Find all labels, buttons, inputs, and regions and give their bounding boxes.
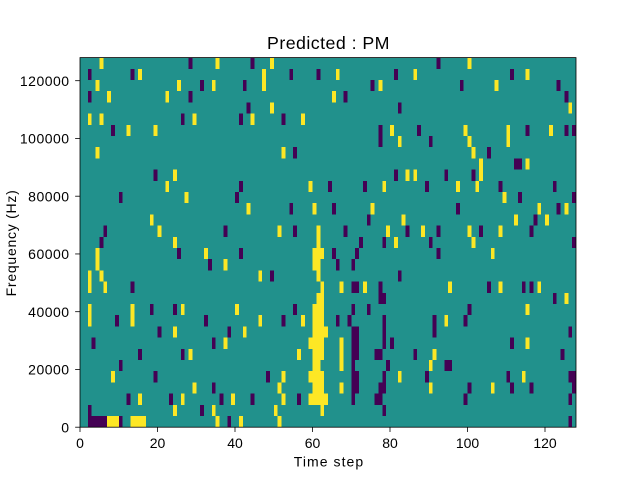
svg-text:40000: 40000 bbox=[28, 304, 69, 320]
svg-text:Predicted : PM: Predicted : PM bbox=[267, 33, 390, 53]
svg-text:0: 0 bbox=[76, 435, 84, 451]
svg-text:20: 20 bbox=[150, 435, 166, 451]
svg-text:20000: 20000 bbox=[28, 362, 69, 378]
svg-text:80000: 80000 bbox=[28, 188, 69, 204]
svg-text:120000: 120000 bbox=[20, 73, 70, 89]
svg-text:60000: 60000 bbox=[28, 246, 69, 262]
svg-text:60: 60 bbox=[305, 435, 321, 451]
svg-text:80: 80 bbox=[382, 435, 398, 451]
svg-text:Time step: Time step bbox=[294, 453, 364, 469]
svg-text:120: 120 bbox=[533, 435, 557, 451]
svg-text:100000: 100000 bbox=[20, 131, 70, 147]
svg-text:100: 100 bbox=[456, 435, 480, 451]
svg-text:0: 0 bbox=[61, 419, 69, 435]
svg-text:Frequency (Hz): Frequency (Hz) bbox=[3, 189, 19, 296]
svg-text:40: 40 bbox=[227, 435, 243, 451]
